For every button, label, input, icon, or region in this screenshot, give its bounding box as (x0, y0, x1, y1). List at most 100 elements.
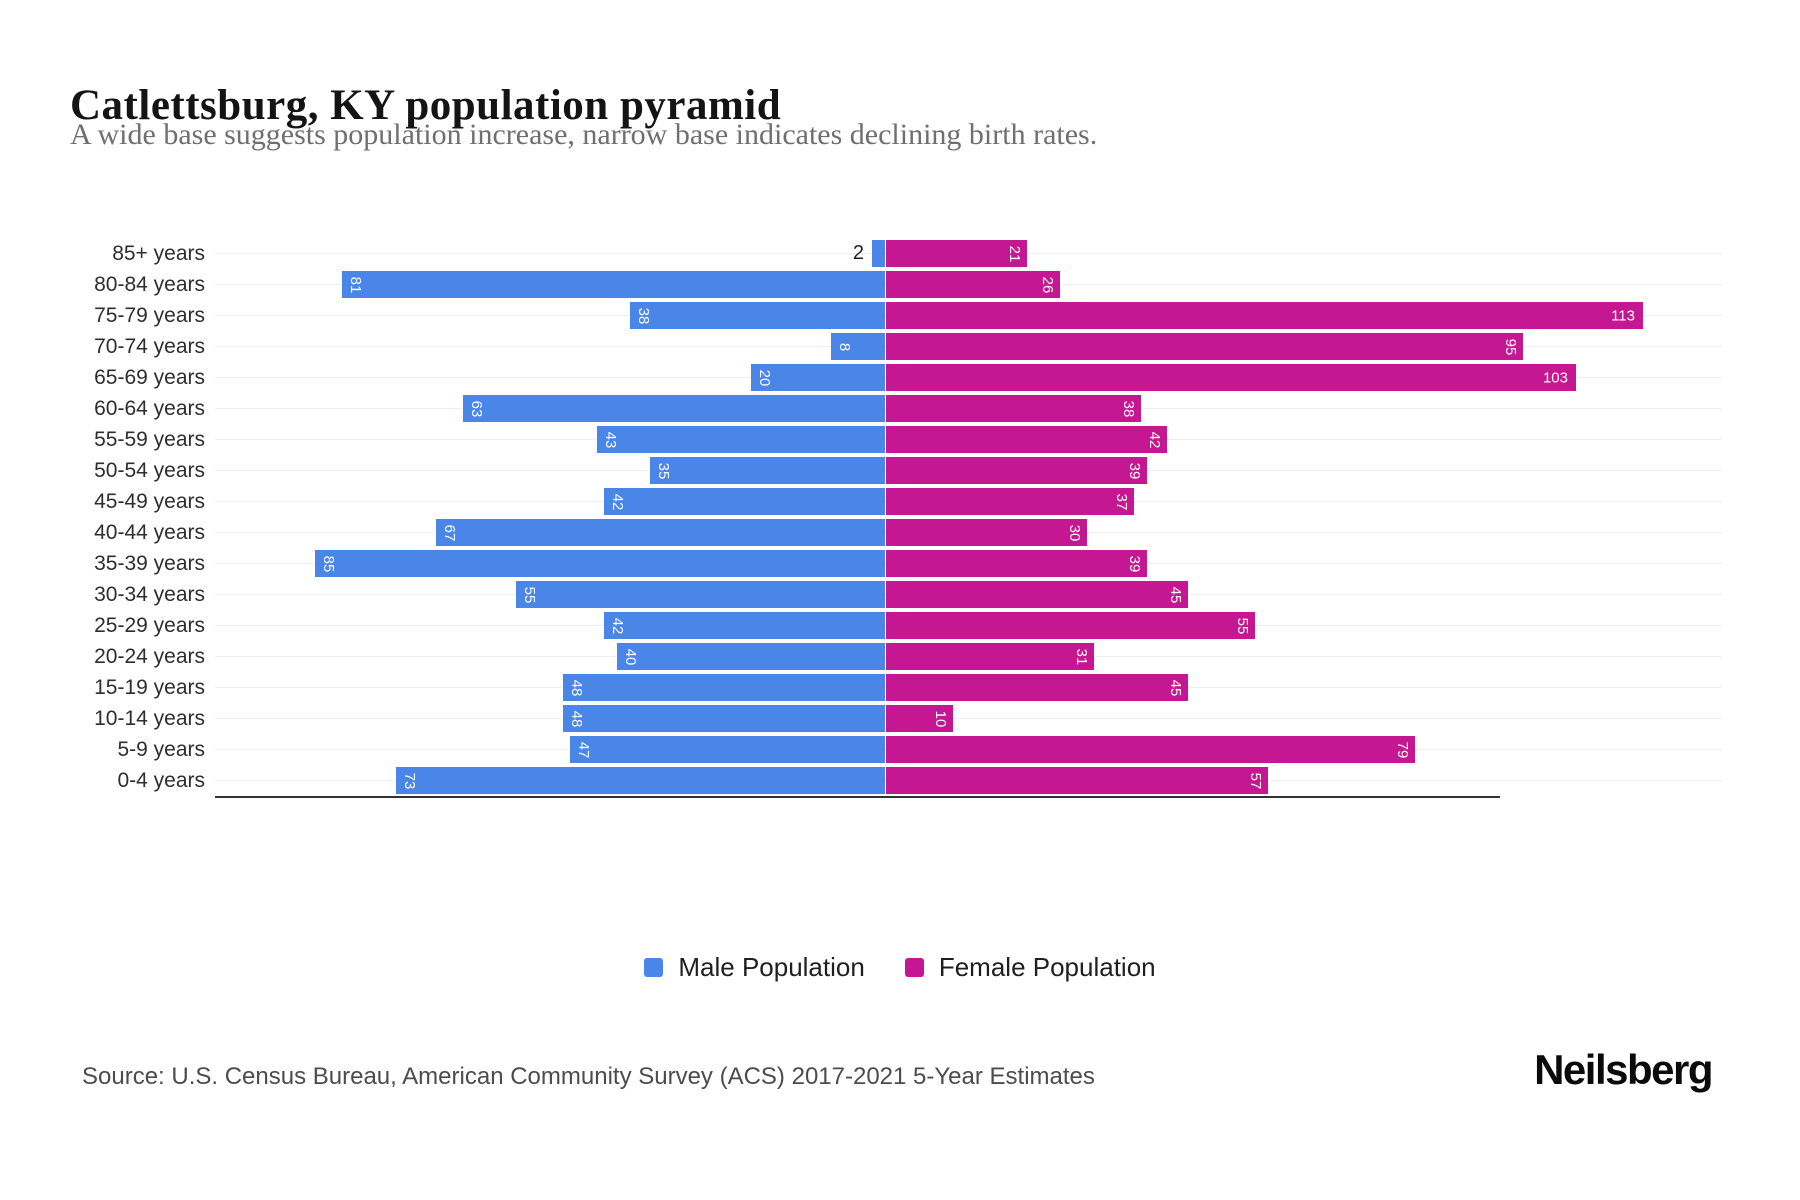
male-swatch-icon (644, 958, 664, 977)
male-value-label: 2 (852, 242, 864, 264)
male-bar: 47 (570, 736, 885, 763)
female-value-label: 55 (1234, 617, 1251, 634)
pyramid-row: 70-74 years 8 95 (70, 331, 1730, 362)
male-bar (872, 240, 885, 267)
age-group-label: 10-14 years (94, 707, 205, 730)
female-value-label: 79 (1394, 741, 1411, 758)
female-value-label: 45 (1167, 586, 1184, 603)
row-gridline (215, 718, 1722, 719)
female-bar: 45 (886, 581, 1188, 608)
male-bar: 35 (650, 457, 885, 484)
age-group-label: 40-44 years (94, 521, 205, 544)
age-group-label: 65-69 years (94, 366, 205, 389)
female-bar: 57 (886, 767, 1268, 794)
age-group-label: 5-9 years (117, 738, 205, 761)
page-title: Catlettsburg, KY population pyramid (70, 81, 782, 129)
female-bar: 103 (886, 364, 1576, 391)
male-value-label: 47 (575, 741, 592, 758)
male-value-label: 63 (468, 400, 485, 417)
x-axis-line (215, 796, 1500, 798)
pyramid-row: 60-64 years 63 38 (70, 393, 1730, 424)
female-bar: 10 (886, 705, 953, 732)
female-swatch-icon (904, 958, 924, 977)
pyramid-row: 65-69 years 20 103 (70, 362, 1730, 393)
female-bar: 42 (886, 426, 1167, 453)
female-value-label: 26 (1039, 276, 1056, 293)
age-group-label: 0-4 years (117, 769, 205, 792)
female-value-label: 95 (1502, 338, 1519, 355)
female-value-label: 37 (1113, 493, 1130, 510)
male-bar: 20 (751, 364, 885, 391)
age-group-label: 75-79 years (94, 304, 205, 327)
female-bar: 45 (886, 674, 1188, 701)
legend-item-female: Female Population (904, 952, 1156, 983)
male-bar: 42 (604, 488, 885, 515)
male-value-label: 38 (635, 307, 652, 324)
female-bar: 39 (886, 457, 1147, 484)
male-bar: 48 (563, 674, 885, 701)
female-bar: 55 (886, 612, 1255, 639)
female-bar: 113 (886, 302, 1643, 329)
age-group-label: 50-54 years (94, 459, 205, 482)
female-value-label: 57 (1247, 772, 1264, 789)
male-value-label: 81 (347, 276, 364, 293)
pyramid-row: 25-29 years 42 55 (70, 610, 1730, 641)
age-group-label: 15-19 years (94, 676, 205, 699)
pyramid-row: 45-49 years 42 37 (70, 486, 1730, 517)
legend-item-male: Male Population (644, 952, 865, 983)
female-value-label: 39 (1126, 555, 1143, 572)
male-value-label: 43 (602, 431, 619, 448)
male-value-label: 40 (622, 648, 639, 665)
male-value-label: 67 (441, 524, 458, 541)
pyramid-row: 40-44 years 67 30 (70, 517, 1730, 548)
female-bar: 30 (886, 519, 1087, 546)
male-bar: 38 (630, 302, 885, 329)
age-group-label: 55-59 years (94, 428, 205, 451)
chart-subtitle: A wide base suggests population increase… (70, 118, 1098, 151)
male-value-label: 55 (521, 586, 538, 603)
pyramid-row: 85+ years 2 21 (70, 238, 1730, 269)
male-value-label: 42 (609, 493, 626, 510)
female-value-label: 38 (1120, 400, 1137, 417)
male-bar: 55 (516, 581, 885, 608)
male-value-label: 48 (568, 679, 585, 696)
male-bar: 8 (831, 333, 885, 360)
male-value-label: 8 (836, 342, 853, 351)
age-group-label: 80-84 years (94, 273, 205, 296)
male-value-label: 42 (609, 617, 626, 634)
age-group-label: 30-34 years (94, 583, 205, 606)
pyramid-row: 75-79 years 38 113 (70, 300, 1730, 331)
pyramid-row: 10-14 years 48 10 (70, 703, 1730, 734)
male-bar: 63 (463, 395, 885, 422)
age-group-label: 20-24 years (94, 645, 205, 668)
pyramid-row: 35-39 years 85 39 (70, 548, 1730, 579)
pyramid-row: 20-24 years 40 31 (70, 641, 1730, 672)
female-value-label: 31 (1073, 648, 1090, 665)
source-attribution: Source: U.S. Census Bureau, American Com… (82, 1063, 1095, 1090)
female-bar: 37 (886, 488, 1134, 515)
male-value-label: 35 (655, 462, 672, 479)
population-pyramid-chart: 85+ years 2 21 80-84 years 81 26 75-79 years 38… (70, 228, 1730, 828)
male-value-label: 85 (320, 555, 337, 572)
pyramid-row: 0-4 years 73 57 (70, 765, 1730, 796)
female-value-label: 21 (1006, 245, 1023, 262)
age-group-label: 60-64 years (94, 397, 205, 420)
age-group-label: 45-49 years (94, 490, 205, 513)
age-group-label: 85+ years (112, 242, 205, 265)
male-bar: 85 (315, 550, 885, 577)
age-group-label: 35-39 years (94, 552, 205, 575)
male-bar: 40 (617, 643, 885, 670)
female-bar: 79 (886, 736, 1415, 763)
female-value-label: 39 (1126, 462, 1143, 479)
legend-male-label: Male Population (678, 952, 865, 982)
female-bar: 39 (886, 550, 1147, 577)
female-value-label: 30 (1066, 524, 1083, 541)
male-bar: 42 (604, 612, 885, 639)
female-value-label: 103 (1542, 369, 1568, 386)
male-bar: 48 (563, 705, 885, 732)
female-value-label: 45 (1167, 679, 1184, 696)
age-group-label: 25-29 years (94, 614, 205, 637)
female-value-label: 42 (1146, 431, 1163, 448)
pyramid-row: 15-19 years 48 45 (70, 672, 1730, 703)
pyramid-row: 5-9 years 47 79 (70, 734, 1730, 765)
